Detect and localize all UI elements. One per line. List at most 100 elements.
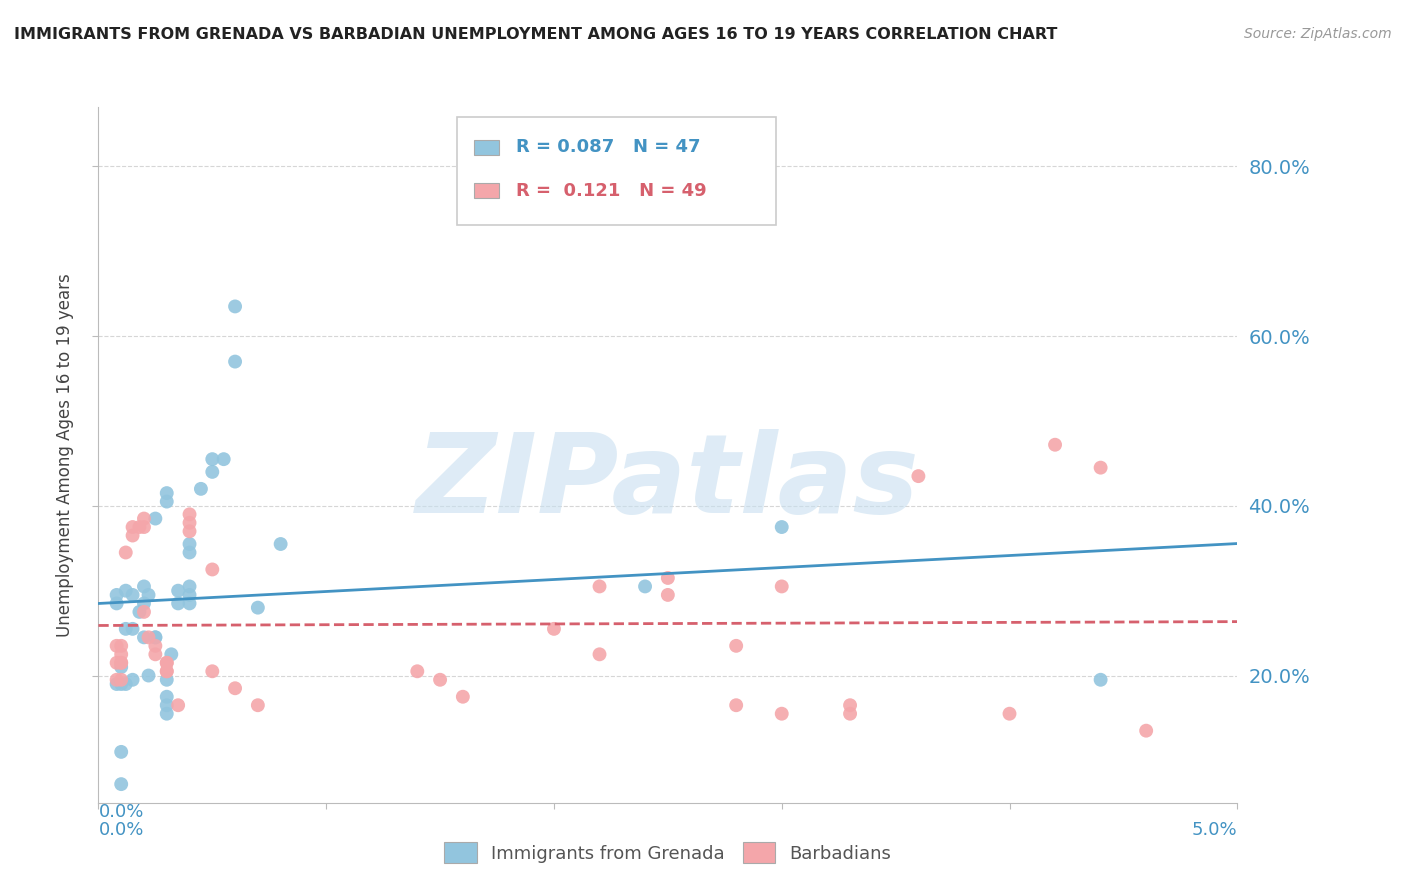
- Point: [224, 354, 246, 368]
- Text: R = 0.087   N = 47: R = 0.087 N = 47: [516, 138, 700, 156]
- Point: [179, 524, 201, 539]
- Text: 0.0%: 0.0%: [98, 803, 143, 821]
- Text: ZIPatlas: ZIPatlas: [416, 429, 920, 536]
- Point: [110, 648, 132, 662]
- Text: 5.0%: 5.0%: [1192, 821, 1237, 838]
- Point: [156, 706, 179, 721]
- Text: Source: ZipAtlas.com: Source: ZipAtlas.com: [1244, 27, 1392, 41]
- Point: [179, 588, 201, 602]
- Point: [105, 588, 128, 602]
- Point: [588, 648, 610, 662]
- Point: [105, 656, 128, 670]
- Point: [179, 579, 201, 593]
- Point: [110, 777, 132, 791]
- Point: [138, 588, 160, 602]
- FancyBboxPatch shape: [474, 140, 499, 155]
- Legend: Immigrants from Grenada, Barbadians: Immigrants from Grenada, Barbadians: [437, 835, 898, 871]
- Point: [145, 648, 167, 662]
- Point: [212, 452, 235, 467]
- Point: [110, 677, 132, 691]
- Point: [156, 698, 179, 713]
- Point: [224, 681, 246, 696]
- Point: [121, 528, 143, 542]
- Point: [145, 639, 167, 653]
- Y-axis label: Unemployment Among Ages 16 to 19 years: Unemployment Among Ages 16 to 19 years: [56, 273, 75, 637]
- Point: [145, 511, 167, 525]
- Point: [998, 706, 1021, 721]
- Point: [179, 537, 201, 551]
- Point: [270, 537, 292, 551]
- Point: [1135, 723, 1157, 738]
- Point: [429, 673, 451, 687]
- Point: [156, 494, 179, 508]
- Point: [105, 673, 128, 687]
- Point: [201, 665, 224, 679]
- Point: [156, 656, 179, 670]
- Point: [224, 300, 246, 314]
- Point: [114, 583, 136, 598]
- FancyBboxPatch shape: [457, 118, 776, 226]
- Point: [128, 605, 150, 619]
- Point: [121, 673, 143, 687]
- Point: [907, 469, 929, 483]
- FancyBboxPatch shape: [474, 183, 499, 198]
- Point: [105, 639, 128, 653]
- Point: [105, 677, 128, 691]
- Point: [179, 596, 201, 610]
- Point: [201, 562, 224, 576]
- Point: [179, 508, 201, 522]
- Point: [156, 665, 179, 679]
- Point: [138, 631, 160, 645]
- Point: [179, 545, 201, 559]
- Point: [1043, 438, 1066, 452]
- Point: [179, 516, 201, 530]
- Point: [201, 465, 224, 479]
- Point: [132, 605, 155, 619]
- Point: [246, 600, 269, 615]
- Text: R =  0.121   N = 49: R = 0.121 N = 49: [516, 182, 707, 200]
- Point: [839, 698, 862, 713]
- Point: [156, 656, 179, 670]
- Point: [770, 706, 793, 721]
- Point: [1090, 460, 1112, 475]
- Point: [167, 596, 190, 610]
- Point: [110, 745, 132, 759]
- Point: [121, 588, 143, 602]
- Point: [1090, 673, 1112, 687]
- Point: [110, 660, 132, 674]
- Point: [451, 690, 474, 704]
- Point: [105, 596, 128, 610]
- Point: [657, 588, 679, 602]
- Point: [406, 665, 429, 679]
- Point: [156, 690, 179, 704]
- Point: [128, 520, 150, 534]
- Point: [132, 579, 155, 593]
- Point: [167, 583, 190, 598]
- Point: [725, 698, 748, 713]
- Point: [114, 545, 136, 559]
- Point: [121, 622, 143, 636]
- Point: [201, 452, 224, 467]
- Point: [110, 656, 132, 670]
- Point: [156, 665, 179, 679]
- Point: [132, 596, 155, 610]
- Point: [190, 482, 212, 496]
- Text: IMMIGRANTS FROM GRENADA VS BARBADIAN UNEMPLOYMENT AMONG AGES 16 TO 19 YEARS CORR: IMMIGRANTS FROM GRENADA VS BARBADIAN UNE…: [14, 27, 1057, 42]
- Point: [114, 622, 136, 636]
- Point: [110, 656, 132, 670]
- Point: [121, 520, 143, 534]
- Point: [138, 668, 160, 682]
- Point: [839, 706, 862, 721]
- Text: 0.0%: 0.0%: [98, 821, 143, 838]
- Point: [770, 579, 793, 593]
- Point: [543, 622, 565, 636]
- Point: [132, 520, 155, 534]
- Point: [114, 677, 136, 691]
- Point: [725, 639, 748, 653]
- Point: [132, 631, 155, 645]
- Point: [167, 698, 190, 713]
- Point: [110, 639, 132, 653]
- Point: [156, 486, 179, 500]
- Point: [145, 631, 167, 645]
- Point: [110, 673, 132, 687]
